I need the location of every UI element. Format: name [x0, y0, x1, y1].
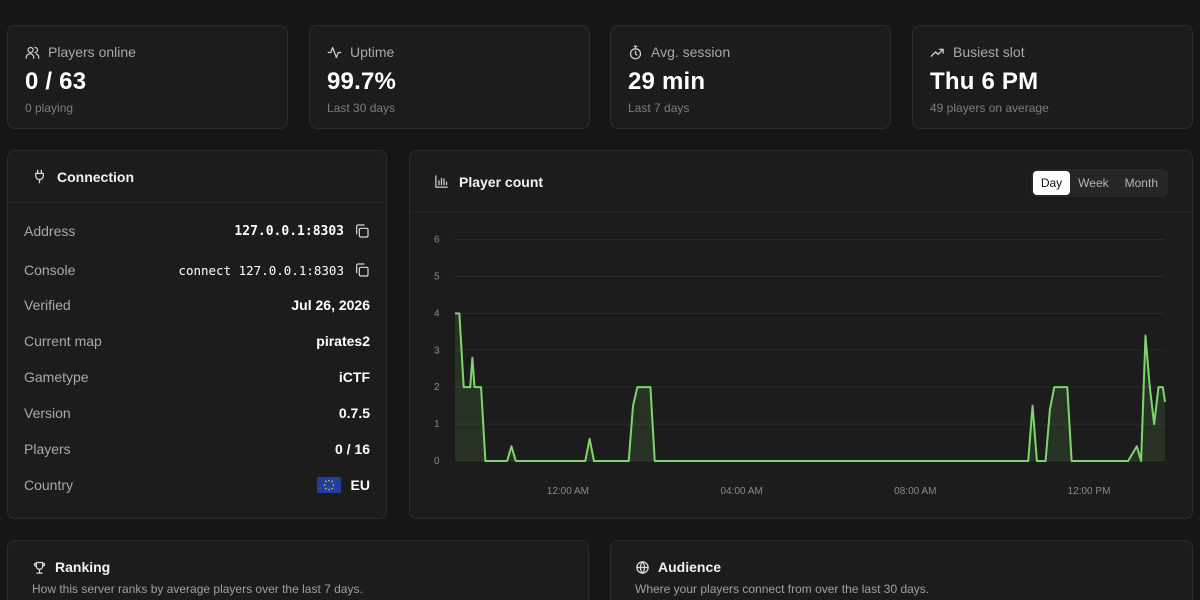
stat-card-uptime: Uptime 99.7% Last 30 days: [309, 25, 590, 129]
row-label: Verified: [24, 297, 71, 313]
gametype-value: iCTF: [338, 369, 370, 385]
copy-console-button[interactable]: [354, 262, 370, 278]
x-tick-label: 04:00 AM: [720, 486, 762, 497]
activity-icon: [327, 46, 342, 58]
x-tick-label: 08:00 AM: [894, 486, 936, 497]
row-label: Version: [24, 405, 71, 421]
players-value: 0 / 16: [334, 441, 370, 457]
x-tick-label: 12:00 PM: [1068, 486, 1111, 497]
bar-chart-icon: [435, 175, 448, 188]
stat-label: Avg. session: [651, 44, 731, 60]
stat-sub: Last 30 days: [327, 101, 396, 115]
audience-card: Audience Where your players connect from…: [610, 540, 1193, 600]
connection-row-version: Version 0.7.5: [24, 403, 370, 423]
row-label: Current map: [24, 333, 102, 349]
ranking-subtitle: How this server ranks by average players…: [32, 582, 363, 596]
connection-row-verified: Verified Jul 26, 2026: [24, 295, 370, 315]
stat-sub: 49 players on average: [930, 101, 1049, 115]
stat-card-avg-session: Avg. session 29 min Last 7 days: [610, 25, 891, 129]
plug-icon: [35, 169, 44, 184]
console-value: connect 127.0.0.1:8303: [178, 262, 344, 278]
y-tick-label: 0: [434, 456, 440, 467]
y-tick-label: 5: [434, 271, 440, 282]
stat-label: Uptime: [350, 44, 395, 60]
map-value: pirates2: [316, 333, 370, 349]
stat-sub: Last 7 days: [628, 101, 690, 115]
row-label: Console: [24, 262, 76, 278]
verified-value: Jul 26, 2026: [291, 297, 370, 313]
trending-up-icon: [930, 48, 944, 57]
player-count-chart: 0 1 2 3 4 5 6 12:00 AM 04:00 AM 08:00 AM 12:00 PM: [434, 235, 1166, 497]
stat-value: 0 / 63: [25, 68, 87, 95]
users-icon: [25, 46, 40, 59]
address-value: 127.0.0.1:8303: [234, 223, 344, 239]
y-tick-label: 2: [434, 382, 440, 393]
copy-address-button[interactable]: [354, 223, 370, 239]
version-value: 0.7.5: [338, 405, 370, 421]
copy-icon: [356, 224, 369, 238]
trophy-icon: [33, 561, 46, 574]
row-label: Gametype: [24, 369, 89, 385]
audience-subtitle: Where your players connect from over the…: [635, 582, 930, 596]
copy-icon: [356, 263, 369, 277]
stat-label: Players online: [48, 44, 136, 60]
connection-row-console: Console connect 127.0.0.1:8303: [24, 260, 370, 280]
row-label: Address: [24, 223, 76, 239]
connection-header: Connection: [8, 151, 386, 203]
row-label: Players: [24, 441, 71, 457]
tab-day[interactable]: Day: [1032, 171, 1071, 195]
ranking-title: Ranking: [55, 559, 111, 575]
globe-icon: [636, 560, 649, 574]
y-tick-label: 3: [434, 345, 440, 356]
stat-sub: 0 playing: [25, 101, 74, 115]
audience-title: Audience: [658, 559, 722, 575]
stat-value: 29 min: [628, 68, 706, 95]
ranking-card: Ranking How this server ranks by average…: [7, 540, 589, 600]
row-label: Country: [24, 477, 74, 493]
connection-row-players: Players 0 / 16: [24, 439, 370, 459]
range-tabs: Day Week Month: [1030, 169, 1168, 197]
connection-row-gametype: Gametype iCTF: [24, 367, 370, 387]
timer-icon: [629, 45, 642, 59]
x-tick-label: 12:00 AM: [547, 486, 589, 497]
connection-row-country: Country EU: [24, 475, 370, 495]
country-value: EU: [350, 477, 370, 493]
tab-week[interactable]: Week: [1078, 176, 1109, 190]
player-count-card: Player count Day Week Month 0 1 2 3 4 5 6 12:00…: [409, 150, 1193, 519]
connection-title: Connection: [57, 168, 134, 185]
connection-card: Connection Address 127.0.0.1:8303 Consol…: [7, 150, 387, 519]
eu-flag-icon: [316, 477, 341, 493]
stat-label: Busiest slot: [953, 44, 1025, 60]
y-tick-label: 6: [434, 235, 440, 246]
player-count-header: Player count Day Week Month: [410, 151, 1192, 213]
series-line: [455, 312, 1166, 462]
connection-row-address: Address 127.0.0.1:8303: [24, 221, 370, 241]
y-tick-label: 1: [434, 419, 440, 430]
stat-value: Thu 6 PM: [930, 68, 1039, 95]
stat-value: 99.7%: [327, 68, 397, 95]
connection-row-map: Current map pirates2: [24, 331, 370, 351]
stat-card-busiest-slot: Busiest slot Thu 6 PM 49 players on aver…: [912, 25, 1193, 129]
tab-month[interactable]: Month: [1124, 176, 1158, 190]
stat-card-players-online: Players online 0 / 63 0 playing: [7, 25, 288, 129]
player-count-title: Player count: [459, 173, 544, 190]
y-tick-label: 4: [434, 308, 440, 319]
